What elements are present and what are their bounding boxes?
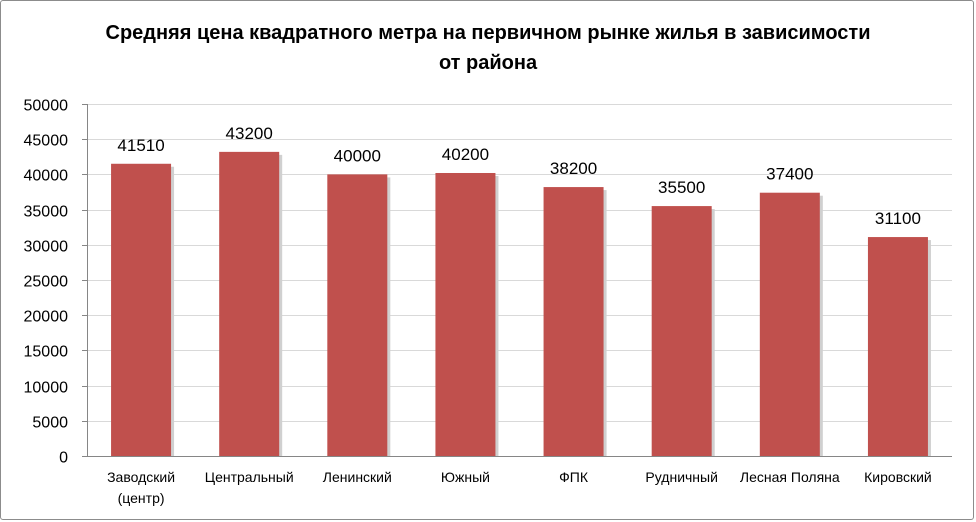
y-tick-label: 5000 bbox=[32, 415, 68, 432]
x-axis: Заводский (центр) Центральный Ленинский Южны… bbox=[107, 469, 932, 506]
y-tick-label: 50000 bbox=[24, 98, 69, 115]
data-label: 31100 bbox=[875, 209, 921, 228]
x-tick-label: Заводский (центр) bbox=[107, 469, 175, 506]
x-tick-label: Рудничный bbox=[645, 469, 718, 485]
data-label: 38200 bbox=[550, 159, 597, 178]
bar bbox=[327, 174, 388, 456]
y-tick-label: 0 bbox=[59, 450, 68, 467]
y-tick-label: 30000 bbox=[24, 239, 69, 256]
x-tick-label: Кировский bbox=[864, 469, 932, 485]
data-label: 40000 bbox=[334, 146, 381, 165]
y-tick-label: 20000 bbox=[24, 309, 69, 326]
bars bbox=[111, 151, 931, 457]
bar bbox=[219, 151, 280, 456]
data-label: 40200 bbox=[442, 145, 489, 164]
y-tick-label: 35000 bbox=[24, 204, 69, 221]
y-tick-label: 10000 bbox=[24, 380, 69, 397]
bar bbox=[759, 192, 820, 457]
x-tick-label: Южный bbox=[441, 469, 490, 485]
data-label: 35500 bbox=[658, 178, 705, 197]
data-label: 41510 bbox=[117, 136, 164, 155]
x-tick-label: Ленинский bbox=[323, 469, 392, 485]
y-tick-label: 45000 bbox=[24, 133, 69, 150]
bar bbox=[867, 237, 928, 456]
bar bbox=[651, 206, 712, 456]
y-tick-label: 15000 bbox=[24, 344, 69, 361]
data-label: 43200 bbox=[226, 124, 273, 143]
y-tick-label: 25000 bbox=[24, 274, 69, 291]
x-tick-label: ФПК bbox=[559, 469, 589, 485]
bar bbox=[435, 172, 496, 456]
data-label: 37400 bbox=[766, 165, 813, 184]
y-axis: 0 5000 10000 15000 20000 25000 30000 35000 40000… bbox=[24, 98, 88, 467]
chart-title: Средняя цена квадратного метра на первич… bbox=[105, 22, 871, 74]
x-tick-label: Лесная Поляна bbox=[740, 469, 840, 485]
bar bbox=[543, 187, 604, 456]
data-labels: 41510 43200 40000 40200 38200 35500 37400 31100 bbox=[117, 124, 921, 228]
x-tick-label: Центральный bbox=[205, 469, 294, 485]
bar bbox=[111, 163, 172, 456]
y-tick-label: 40000 bbox=[24, 168, 69, 185]
